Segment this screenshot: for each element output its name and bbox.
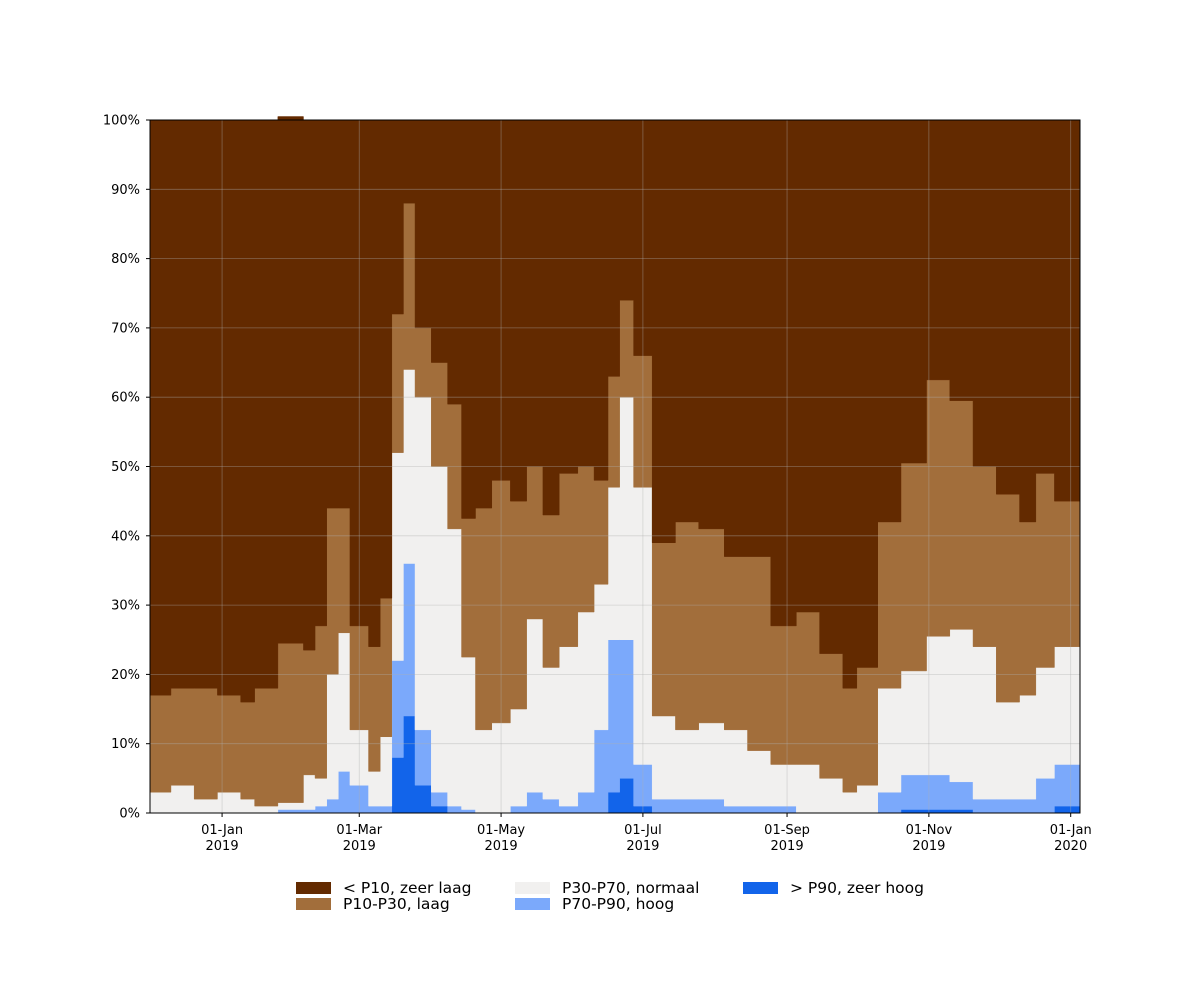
y-tick-label: 50% [111,460,140,475]
x-tick-label-month: 01-Jul [624,823,662,838]
x-tick-label-year: 2019 [343,839,376,854]
x-tick-label-year: 2020 [1054,839,1087,854]
y-tick-label: 40% [111,529,140,544]
x-tick-label-year: 2019 [771,839,804,854]
x-tick-label-month: 01-Jan [201,823,243,838]
y-tick-label: 30% [111,599,140,614]
legend-label-zeer-hoog: > P90, zeer hoog [790,879,924,897]
grid-lines [150,119,1080,814]
x-tick-label-month: 01-Jan [1050,823,1092,838]
legend-swatch-normaal [515,882,550,894]
x-tick-label-month: 01-Sep [764,823,810,838]
y-tick-label: 90% [111,183,140,198]
x-tick-label-year: 2019 [912,839,945,854]
legend-label-laag: P10-P30, laag [343,895,450,913]
legend-swatch-laag [296,898,331,910]
y-tick-label: 70% [111,321,140,336]
legend-swatch-zeer-hoog [743,882,778,894]
legend-label-zeer-laag: < P10, zeer laag [343,879,472,897]
x-axis: 01-Jan201901-Mar201901-May201901-Jul2019… [201,813,1092,854]
y-tick-label: 0% [119,807,140,822]
y-axis: 0% 10% 20% 30% 40% 50% 60% 70% 80% 90% 100% [103,114,150,822]
y-tick-label: 100% [103,114,140,129]
x-tick-label-month: 01-May [477,823,525,838]
x-tick-label-year: 2019 [626,839,659,854]
legend: < P10, zeer laag P10-P30, laag P30-P70, … [296,880,996,920]
y-tick-label: 20% [111,668,140,683]
x-tick-label-year: 2019 [485,839,518,854]
legend-label-normaal: P30-P70, normaal [562,879,700,897]
legend-swatch-zeer-laag [296,882,331,894]
x-tick-label-month: 01-Nov [906,823,953,838]
legend-swatch-hoog [515,898,550,910]
x-tick-label-year: 2019 [206,839,239,854]
legend-label-hoog: P70-P90, hoog [562,895,675,913]
stacked-areas [149,116,1081,814]
y-tick-label: 10% [111,737,140,752]
y-tick-label: 60% [111,391,140,406]
x-tick-label-month: 01-Mar [336,823,382,838]
y-tick-label: 80% [111,252,140,267]
